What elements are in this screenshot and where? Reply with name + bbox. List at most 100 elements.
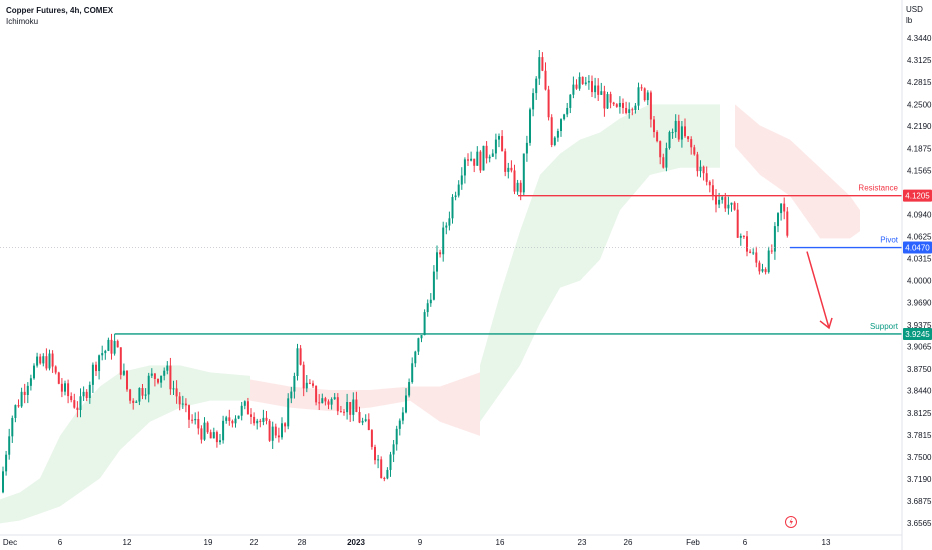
- candle-body: [755, 252, 758, 263]
- candle-body: [160, 375, 163, 383]
- candle-body: [42, 356, 45, 364]
- candle-body: [67, 383, 70, 397]
- y-tick-label: 3.8125: [907, 409, 932, 418]
- y-tick-label: 3.8440: [907, 387, 932, 396]
- candle-body: [519, 182, 522, 193]
- candle-body: [144, 394, 147, 396]
- candle-body: [64, 383, 66, 392]
- candle-body: [761, 269, 764, 272]
- candle-body: [491, 153, 494, 157]
- candle-body: [243, 401, 246, 406]
- candle-body: [597, 85, 600, 95]
- candle-body: [116, 341, 119, 348]
- y-tick-label: 3.9690: [907, 299, 932, 308]
- ichimoku-cloud-bull: [480, 104, 720, 422]
- y-tick-label: 4.3440: [907, 34, 932, 43]
- candle-body: [498, 136, 500, 140]
- level-price-value: 4.0470: [905, 244, 930, 253]
- candle-body: [476, 151, 479, 166]
- candle-body: [234, 418, 237, 424]
- candle-body: [398, 420, 401, 429]
- candle-body: [312, 383, 314, 386]
- y-tick-label: 4.2815: [907, 78, 932, 87]
- y-tick-label: 3.6875: [907, 497, 932, 506]
- candle-body: [566, 107, 569, 115]
- candle-body: [622, 102, 624, 108]
- candle-body: [361, 420, 364, 423]
- candle-body: [339, 411, 342, 413]
- candle-body: [516, 182, 519, 192]
- y-tick-label: 3.7500: [907, 453, 932, 462]
- candle-body: [110, 339, 113, 354]
- candle-body: [467, 159, 469, 161]
- candle-body: [302, 364, 305, 389]
- candle-body: [572, 84, 575, 95]
- candle-body: [715, 195, 717, 205]
- flash-icon[interactable]: [785, 516, 797, 528]
- candle-body: [625, 107, 628, 114]
- candle-body: [721, 197, 724, 200]
- candle-body: [696, 154, 699, 172]
- y-tick-label: 4.0315: [907, 254, 932, 263]
- candle-body: [684, 126, 686, 137]
- candle-body: [95, 364, 97, 372]
- candle-body: [708, 181, 711, 186]
- x-tick-label: 26: [624, 538, 633, 547]
- candle-body: [274, 426, 277, 436]
- candle-body: [525, 142, 528, 154]
- candle-body: [138, 388, 141, 402]
- candle-body: [395, 428, 398, 445]
- level-label-resistance: Resistance: [858, 184, 898, 193]
- candle-body: [473, 158, 476, 166]
- candle-body: [29, 378, 32, 386]
- candle-body: [733, 202, 736, 210]
- candle-body: [153, 373, 156, 379]
- candle-body: [178, 396, 181, 405]
- candle-body: [544, 70, 547, 90]
- candle-body: [169, 365, 172, 390]
- candle-body: [191, 419, 194, 421]
- candle-body: [336, 397, 339, 412]
- candle-body: [724, 197, 727, 209]
- y-tick-label: 4.0940: [907, 210, 932, 219]
- candle-body: [26, 385, 29, 395]
- candle-body: [541, 57, 544, 71]
- candle-body: [54, 366, 57, 373]
- y-tick-label: 4.3125: [907, 56, 932, 65]
- candle-body: [482, 145, 485, 171]
- candle-body: [60, 383, 63, 392]
- candle-body: [479, 151, 482, 171]
- candle-body: [163, 370, 166, 376]
- candle-body: [783, 203, 786, 212]
- candle-body: [237, 415, 240, 419]
- candle-body: [318, 402, 321, 404]
- candle-body: [333, 397, 336, 400]
- candle-body: [460, 175, 463, 185]
- candle-body: [603, 91, 606, 109]
- y-tick-label: 4.0625: [907, 233, 932, 242]
- candle-body: [219, 440, 221, 443]
- candle-body: [423, 312, 426, 336]
- candle-body: [33, 365, 35, 379]
- candle-body: [330, 399, 333, 405]
- candle-body: [327, 401, 330, 405]
- candle-body: [553, 137, 556, 145]
- candle-body: [436, 252, 438, 272]
- candle-body: [293, 375, 296, 392]
- candle-body: [355, 399, 358, 413]
- ichimoku-cloud: [0, 104, 860, 524]
- candle-body: [364, 419, 367, 421]
- candle-body: [547, 89, 550, 118]
- candle-body: [308, 382, 311, 384]
- candle-body: [615, 104, 618, 107]
- candle-body: [591, 81, 593, 93]
- candle-body: [290, 391, 293, 399]
- candle-body: [690, 139, 693, 148]
- level-price-tag: [903, 327, 932, 340]
- y-tick-label: 3.7815: [907, 431, 932, 440]
- candle-body: [284, 423, 287, 427]
- candle-body: [113, 341, 116, 354]
- y-tick-label: 4.0000: [907, 277, 932, 286]
